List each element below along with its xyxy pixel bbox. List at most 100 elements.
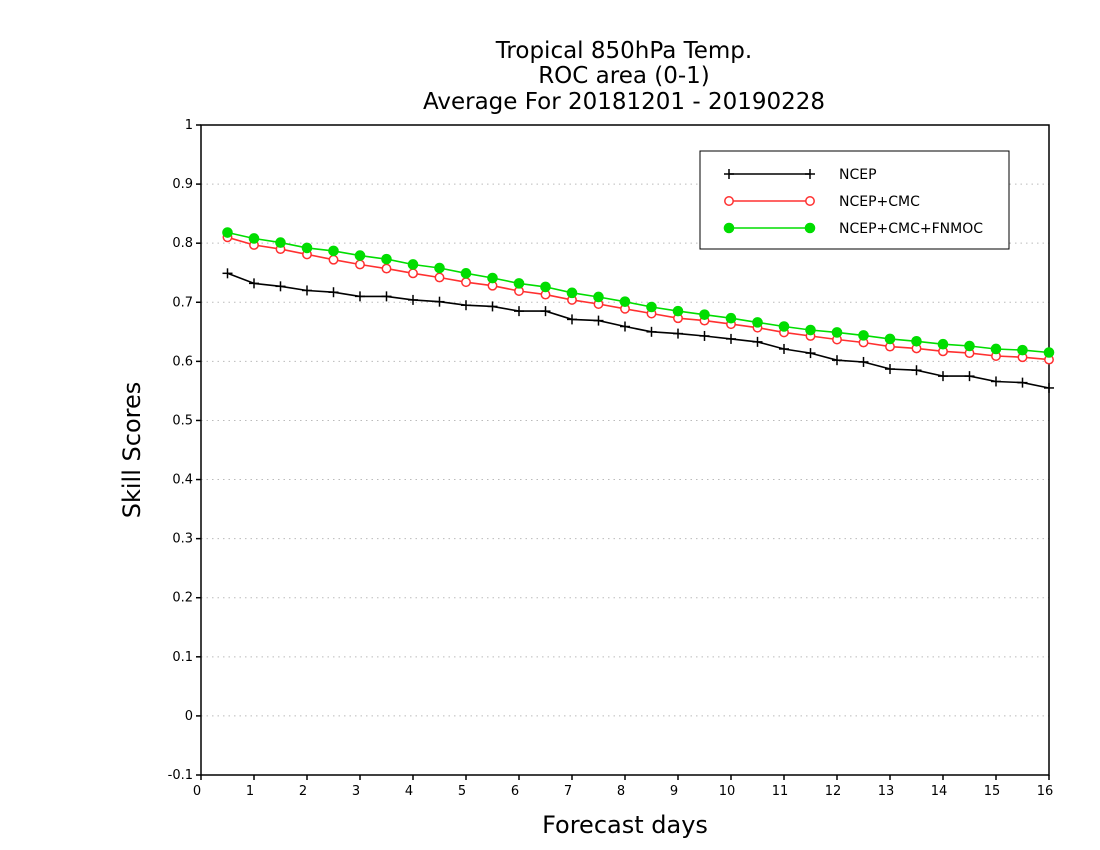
x-tick-label-9: 9	[670, 784, 678, 799]
series-0-point-1	[249, 278, 259, 289]
series-2-point-25	[884, 333, 896, 345]
series-2-point-29	[990, 343, 1002, 355]
chart-title-line-2: ROC area (0-1)	[538, 63, 710, 89]
series-2-point-27	[937, 338, 949, 350]
y-tick-label-6: 0.5	[172, 413, 193, 428]
chart-title: Tropical 850hPa Temp. ROC area (0-1) Ave…	[423, 38, 825, 115]
x-tick-label-12: 12	[825, 784, 842, 799]
legend-marker-1-start	[724, 196, 734, 206]
y-tick-label-0: -0.1	[168, 768, 193, 783]
legend-marker-0-start	[724, 169, 734, 179]
legend: NCEP NCEP+CMC NCEP+CMC+FNMOC	[699, 150, 1010, 250]
series-2-point-6	[381, 253, 392, 265]
series-2-point-7	[407, 259, 419, 270]
series-0-point-16	[646, 326, 657, 337]
series-0-point-3	[302, 285, 312, 296]
series-0-point-8	[434, 296, 445, 307]
series-0-point-21	[779, 343, 789, 354]
series-0	[222, 268, 1054, 393]
series-0-point-11	[514, 306, 524, 317]
y-tick-label-7: 0.6	[172, 354, 193, 369]
series-lines	[222, 227, 1055, 393]
x-tick-label-11: 11	[772, 784, 789, 799]
series-0-point-27	[938, 371, 948, 382]
series-0-point-12	[540, 306, 551, 317]
series-0-point-14	[593, 315, 604, 326]
y-axis-ticks: -0.1 0 0.1 0.2 0.3 0.4 0.5 0.6 0.7 0.8 0.9 1	[168, 118, 201, 783]
series-2-point-10	[487, 272, 498, 284]
x-axis-label: Forecast days	[542, 811, 708, 839]
series-0-point-23	[832, 355, 842, 366]
series-1-line	[227, 236, 1050, 361]
series-2-point-28	[964, 340, 975, 352]
series-0-point-6	[381, 291, 392, 302]
series-0-point-5	[355, 291, 365, 302]
series-2-point-1	[248, 233, 260, 244]
series-2-point-5	[354, 250, 366, 261]
series-0-point-17	[673, 328, 683, 339]
x-tick-label-2: 2	[299, 784, 307, 799]
legend-marker-2-start	[723, 222, 735, 234]
x-tick-label-0: 0	[193, 784, 201, 799]
legend-label-1: NCEP+CMC	[839, 194, 920, 210]
series-2-point-12	[540, 281, 551, 293]
series-2-point-9	[460, 268, 472, 279]
x-axis-ticks: 0 1 2 3 4 5 6 7 8 9 10 11 12 13 14 15 16	[193, 775, 1053, 799]
x-tick-label-1: 1	[246, 784, 254, 799]
x-tick-label-5: 5	[458, 784, 466, 799]
x-tick-label-16: 16	[1037, 784, 1054, 799]
chart-title-line-3: Average For 20181201 - 20190228	[423, 89, 825, 115]
x-tick-label-10: 10	[719, 784, 736, 799]
series-0-point-10	[487, 301, 498, 312]
series-2-point-17	[672, 305, 684, 317]
series-2-point-24	[858, 330, 869, 341]
series-2-point-3	[301, 242, 313, 254]
series-0-point-29	[991, 376, 1001, 387]
series-2-point-31	[1043, 347, 1055, 358]
series-0-line	[227, 272, 1050, 389]
series-1-point-8	[434, 272, 445, 283]
x-tick-label-6: 6	[511, 784, 519, 799]
series-0-point-2	[275, 281, 286, 292]
series-2-point-2	[275, 237, 286, 248]
y-tick-label-2: 0.1	[172, 650, 193, 665]
y-tick-label-1: 0	[185, 709, 193, 724]
series-0-point-31	[1044, 382, 1054, 393]
series-2-point-21	[778, 321, 790, 332]
series-2-point-26	[911, 335, 922, 347]
y-tick-label-8: 0.7	[172, 295, 193, 310]
series-0-point-26	[911, 365, 922, 376]
series-2-point-23	[831, 327, 843, 338]
legend-entry-2: NCEP+CMC+FNMOC	[723, 221, 983, 237]
y-tick-label-4: 0.3	[172, 532, 193, 547]
series-2-point-8	[434, 262, 445, 274]
x-tick-label-13: 13	[878, 784, 895, 799]
series-1-point-4	[328, 254, 339, 265]
series-2	[222, 227, 1055, 358]
series-1-point-5	[355, 259, 365, 270]
series-1-point-9	[461, 277, 471, 288]
series-0-point-9	[461, 300, 471, 311]
y-tick-label-9: 0.8	[172, 236, 193, 251]
series-0-point-20	[752, 336, 763, 347]
series-2-point-15	[619, 296, 631, 307]
legend-label-0: NCEP	[839, 167, 877, 183]
legend-label-2: NCEP+CMC+FNMOC	[839, 221, 983, 237]
series-2-point-4	[328, 245, 339, 257]
y-tick-label-11: 1	[185, 118, 193, 133]
series-0-point-30	[1017, 377, 1028, 388]
series-2-point-19	[725, 312, 737, 324]
series-0-point-4	[328, 287, 339, 298]
y-axis-label: Skill Scores	[118, 382, 146, 519]
grid-lines	[201, 183, 1049, 717]
legend-entry-0: NCEP	[724, 167, 877, 183]
y-tick-label-5: 0.4	[172, 473, 193, 488]
series-1-point-7	[408, 268, 418, 279]
series-0-point-22	[805, 348, 816, 359]
series-2-point-16	[646, 301, 657, 313]
series-2-point-0	[222, 227, 233, 238]
series-2-point-30	[1017, 344, 1028, 356]
series-2-point-11	[513, 278, 525, 289]
series-0-point-24	[858, 356, 869, 367]
